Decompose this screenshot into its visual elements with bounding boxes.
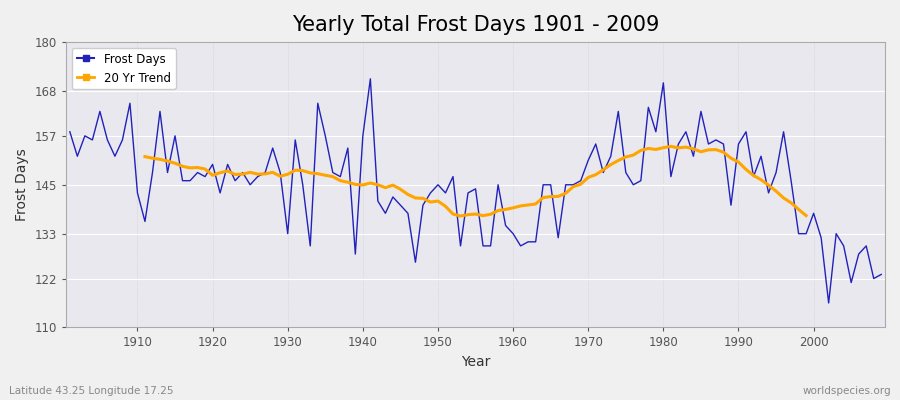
Text: worldspecies.org: worldspecies.org bbox=[803, 386, 891, 396]
Legend: Frost Days, 20 Yr Trend: Frost Days, 20 Yr Trend bbox=[72, 48, 176, 89]
Text: Latitude 43.25 Longitude 17.25: Latitude 43.25 Longitude 17.25 bbox=[9, 386, 174, 396]
Y-axis label: Frost Days: Frost Days bbox=[15, 148, 29, 221]
Title: Yearly Total Frost Days 1901 - 2009: Yearly Total Frost Days 1901 - 2009 bbox=[292, 15, 659, 35]
X-axis label: Year: Year bbox=[461, 355, 491, 369]
